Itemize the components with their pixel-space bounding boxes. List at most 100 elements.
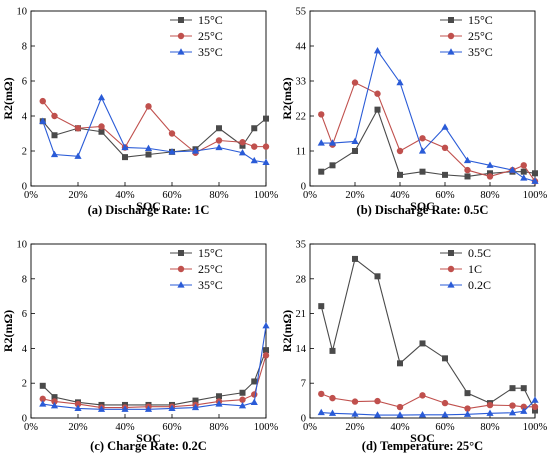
data-point <box>532 170 538 177</box>
data-point <box>509 385 516 392</box>
y-axis-label: R2(mΩ) <box>280 310 294 352</box>
data-point <box>98 123 105 130</box>
data-point <box>396 411 404 418</box>
series-2 <box>39 93 270 165</box>
plot-frame <box>30 243 267 419</box>
data-point <box>145 103 152 110</box>
data-point <box>74 125 82 132</box>
chart-panel-3: 0 7 14 21 28 35 0% 20% 40% 60% 80% 100% SOC R2(mΩ) (d)… <box>280 240 548 454</box>
data-point <box>191 403 200 411</box>
y-tick-label: 21 <box>296 309 307 320</box>
series-line <box>42 118 267 158</box>
data-point <box>520 162 527 169</box>
data-point <box>520 168 527 175</box>
legend: 0.5C 1C 0.2C <box>440 246 491 292</box>
data-point <box>397 171 403 178</box>
chart-caption: (c) Charge Rate: 0.2C <box>90 439 207 453</box>
data-point <box>464 173 471 180</box>
data-point <box>329 394 336 402</box>
legend-label: 0.2C <box>468 278 491 292</box>
series-1 <box>39 97 270 156</box>
series-0 <box>39 115 269 161</box>
data-point <box>441 410 449 418</box>
x-tick-label: 0% <box>24 190 38 201</box>
y-axis-label: R2(mΩ) <box>1 77 15 119</box>
data-point <box>263 347 269 354</box>
data-point <box>238 148 247 156</box>
data-point <box>251 378 258 385</box>
data-point <box>51 394 58 401</box>
y-tick-label: 28 <box>296 274 307 285</box>
legend: 15°C 25°C 35°C <box>440 13 493 59</box>
data-point <box>262 143 270 150</box>
data-point <box>441 144 449 152</box>
x-tick-label: 0% <box>24 422 38 433</box>
legend-marker <box>448 250 454 256</box>
data-point <box>168 130 176 137</box>
y-tick-label: 7 <box>301 379 306 390</box>
data-point <box>74 404 82 412</box>
y-tick-label: 4 <box>22 112 28 123</box>
data-point <box>486 161 494 168</box>
data-point <box>51 398 58 405</box>
legend-marker <box>447 281 455 288</box>
data-point <box>145 151 152 158</box>
data-point <box>215 143 223 151</box>
legend-marker <box>178 250 184 256</box>
y-tick-label: 0 <box>301 182 306 193</box>
legend-marker <box>447 48 455 55</box>
y-tick-label: 8 <box>22 274 27 285</box>
plot-frame <box>309 243 536 419</box>
legend-label: 15°C <box>198 13 223 27</box>
chart-caption: (a) Discharge Rate: 1C <box>88 203 210 217</box>
data-point <box>318 390 325 398</box>
data-point <box>39 395 46 403</box>
plot-frame <box>30 10 267 187</box>
y-tick-label: 6 <box>22 309 27 320</box>
data-point <box>352 255 358 262</box>
data-point <box>463 410 472 417</box>
data-point <box>239 139 246 146</box>
series-line <box>320 257 536 411</box>
x-axis-label: SOC <box>410 199 435 213</box>
x-tick-label: 80% <box>209 190 229 201</box>
data-point <box>486 409 494 416</box>
data-point <box>328 409 337 416</box>
data-point <box>215 137 223 144</box>
legend-marker <box>447 265 455 273</box>
x-tick-label: 40% <box>115 190 135 201</box>
data-point <box>374 397 381 405</box>
y-tick-label: 4 <box>22 344 28 355</box>
data-point <box>441 399 449 407</box>
y-tick-label: 0 <box>301 414 306 425</box>
y-tick-label: 10 <box>17 240 28 251</box>
data-point <box>50 402 59 409</box>
data-point <box>121 143 129 151</box>
data-point <box>317 408 325 416</box>
x-tick-label: 80% <box>480 190 500 201</box>
data-point <box>520 385 527 392</box>
data-point <box>442 355 448 362</box>
data-point <box>531 403 539 411</box>
x-tick-label: 20% <box>68 190 88 201</box>
data-point <box>419 168 426 175</box>
y-axis-label: R2(mΩ) <box>280 77 294 119</box>
y-tick-label: 2 <box>22 147 27 158</box>
y-tick-label: 44 <box>296 42 307 53</box>
legend-label: 15°C <box>468 13 493 27</box>
data-point <box>351 79 359 86</box>
chart-panel-1: 0 11 22 33 44 55 0% 20% 40% 60% 80% 100% SOC R2(mΩ) (b… <box>280 7 548 218</box>
data-point <box>520 403 527 411</box>
data-point <box>216 393 222 400</box>
legend-label: 1C <box>468 262 482 276</box>
data-point <box>520 407 528 414</box>
legend-marker <box>178 17 184 23</box>
data-point <box>373 46 382 54</box>
data-point <box>51 132 58 139</box>
data-point <box>486 173 494 180</box>
legend-label: 0.5C <box>468 246 491 260</box>
data-point <box>532 407 538 414</box>
